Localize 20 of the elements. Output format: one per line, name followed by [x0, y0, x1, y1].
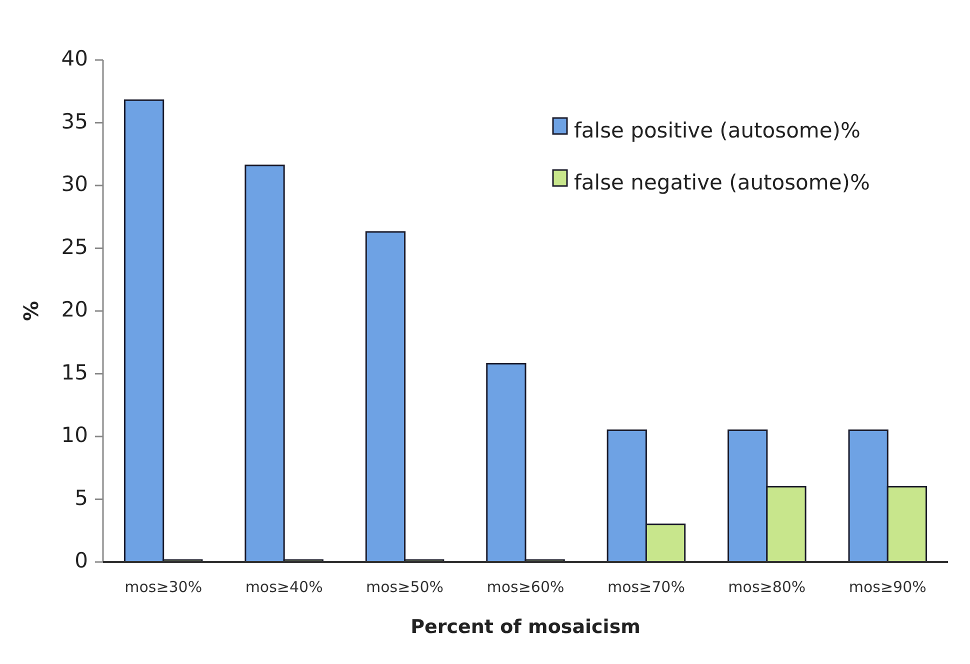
- y-tick-label: 10: [61, 423, 88, 448]
- y-tick-label: 15: [61, 360, 88, 384]
- y-axis-title: %: [19, 300, 43, 322]
- x-tick-label: mos≥80%: [728, 578, 806, 596]
- x-tick-label: mos≥40%: [245, 578, 323, 596]
- x-tick-label: mos≥90%: [848, 578, 926, 596]
- y-tick-label: 35: [61, 109, 88, 134]
- y-tick-label: 40: [61, 46, 88, 71]
- y-tick-label: 30: [61, 172, 88, 196]
- x-tick-label: mos≥50%: [366, 578, 444, 596]
- x-axis-title: Percent of mosaicism: [410, 616, 640, 638]
- y-tick-label: 25: [61, 234, 88, 259]
- y-tick-label: 20: [61, 298, 88, 322]
- x-tick-label: mos≥30%: [124, 578, 202, 596]
- y-tick-label: 0: [74, 548, 88, 573]
- x-tick-label: mos≥60%: [486, 578, 564, 596]
- legend-label: false positive (autosome)%: [574, 118, 860, 143]
- y-tick-label: 5: [74, 486, 88, 510]
- legend-label: false negative (autosome)%: [574, 170, 870, 195]
- x-tick-label: mos≥70%: [607, 578, 685, 596]
